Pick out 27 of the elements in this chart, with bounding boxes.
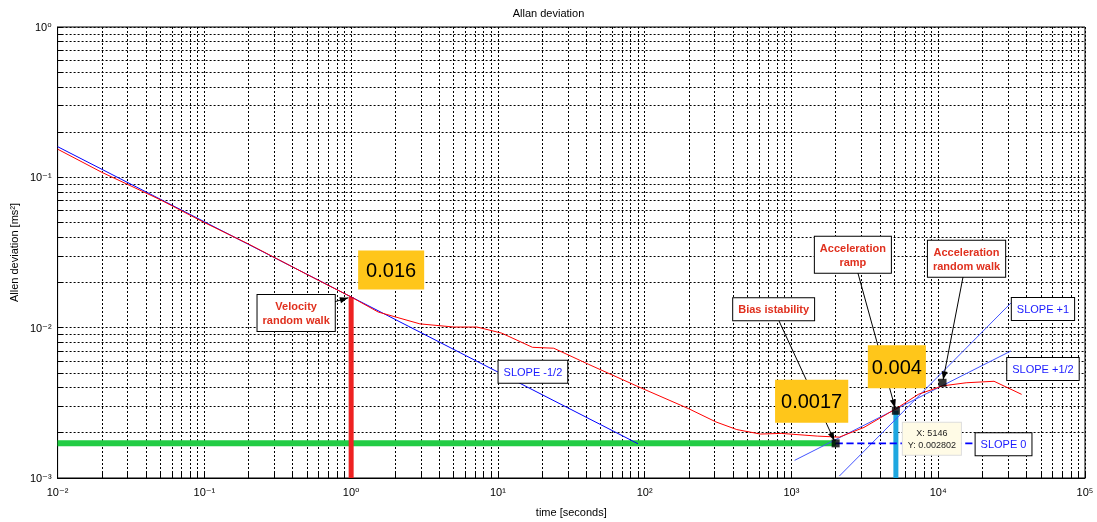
annotation: Velocity random walk xyxy=(262,299,331,326)
annotation: Acceleration random walk xyxy=(932,245,1002,272)
x-tick-label: 10¹ xyxy=(489,485,507,498)
x-tick-label: 10² xyxy=(636,485,653,498)
x-axis-title: time [seconds] xyxy=(535,505,607,518)
x-tick-label: 10⁵ xyxy=(1076,485,1094,498)
x-tick-label: 10⁰ xyxy=(342,485,361,498)
annotation: SLOPE 0 xyxy=(980,438,1027,451)
annotation: SLOPE +1 xyxy=(1016,302,1070,315)
annotation: X: 5146 Y: 0.002802 xyxy=(907,427,956,450)
y-tick-label: 10⁻¹ xyxy=(29,171,52,184)
x-tick-label: 10³ xyxy=(783,485,800,498)
x-tick-label: 10⁻¹ xyxy=(193,485,216,498)
annotation: 0.016 xyxy=(366,258,417,281)
x-tick-label: 10⁻² xyxy=(46,485,69,498)
annotation: Acceleration ramp xyxy=(819,241,887,268)
annotation: SLOPE +1/2 xyxy=(1012,362,1074,375)
y-tick-label: 10⁰ xyxy=(34,21,53,33)
chart-title: Allan deviation xyxy=(512,6,585,19)
annotation: 0.004 xyxy=(871,355,922,378)
annotation: SLOPE -1/2 xyxy=(503,365,563,378)
annotation: 0.0017 xyxy=(781,390,843,413)
y-tick-label: 10⁻³ xyxy=(29,472,52,484)
x-tick-label: 10⁴ xyxy=(929,485,947,498)
y-axis-title: Allen deviation [ms²] xyxy=(7,202,20,303)
y-tick-label: 10⁻² xyxy=(29,321,52,334)
annotation: Bias istability xyxy=(738,303,810,316)
